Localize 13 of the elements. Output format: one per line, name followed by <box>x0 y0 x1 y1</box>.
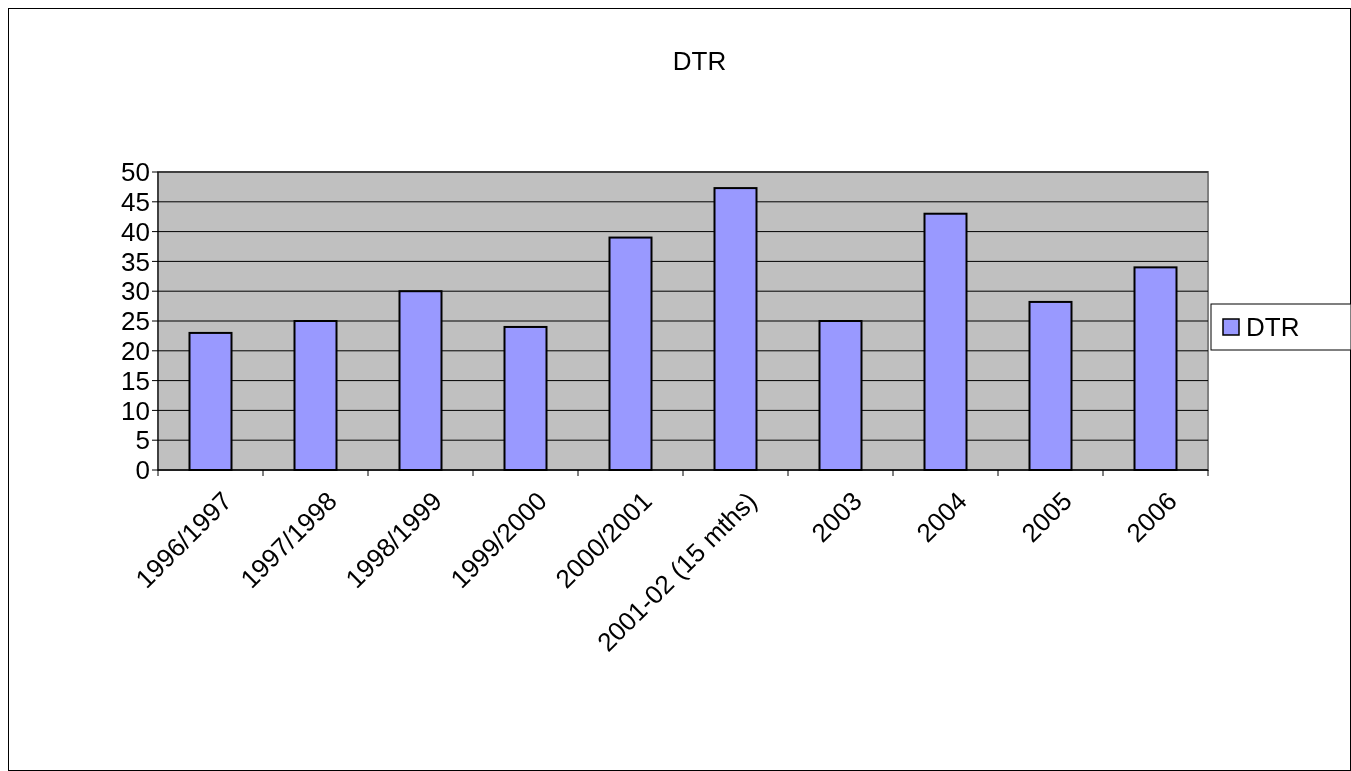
y-tick-label: 15 <box>121 365 150 396</box>
y-tick-label: 50 <box>121 157 150 188</box>
y-tick-label: 25 <box>121 306 150 337</box>
y-tick-label: 10 <box>121 395 150 426</box>
y-tick-label: 30 <box>121 276 150 307</box>
y-tick-label: 45 <box>121 186 150 217</box>
y-tick-label: 0 <box>135 455 150 486</box>
y-tick-label: 35 <box>121 246 150 277</box>
y-tick-label: 40 <box>121 216 150 247</box>
legend-label: DTR <box>1246 312 1300 343</box>
y-tick-label: 20 <box>121 335 150 366</box>
y-tick-label: 5 <box>135 425 150 456</box>
chart-title: DTR <box>672 46 727 76</box>
